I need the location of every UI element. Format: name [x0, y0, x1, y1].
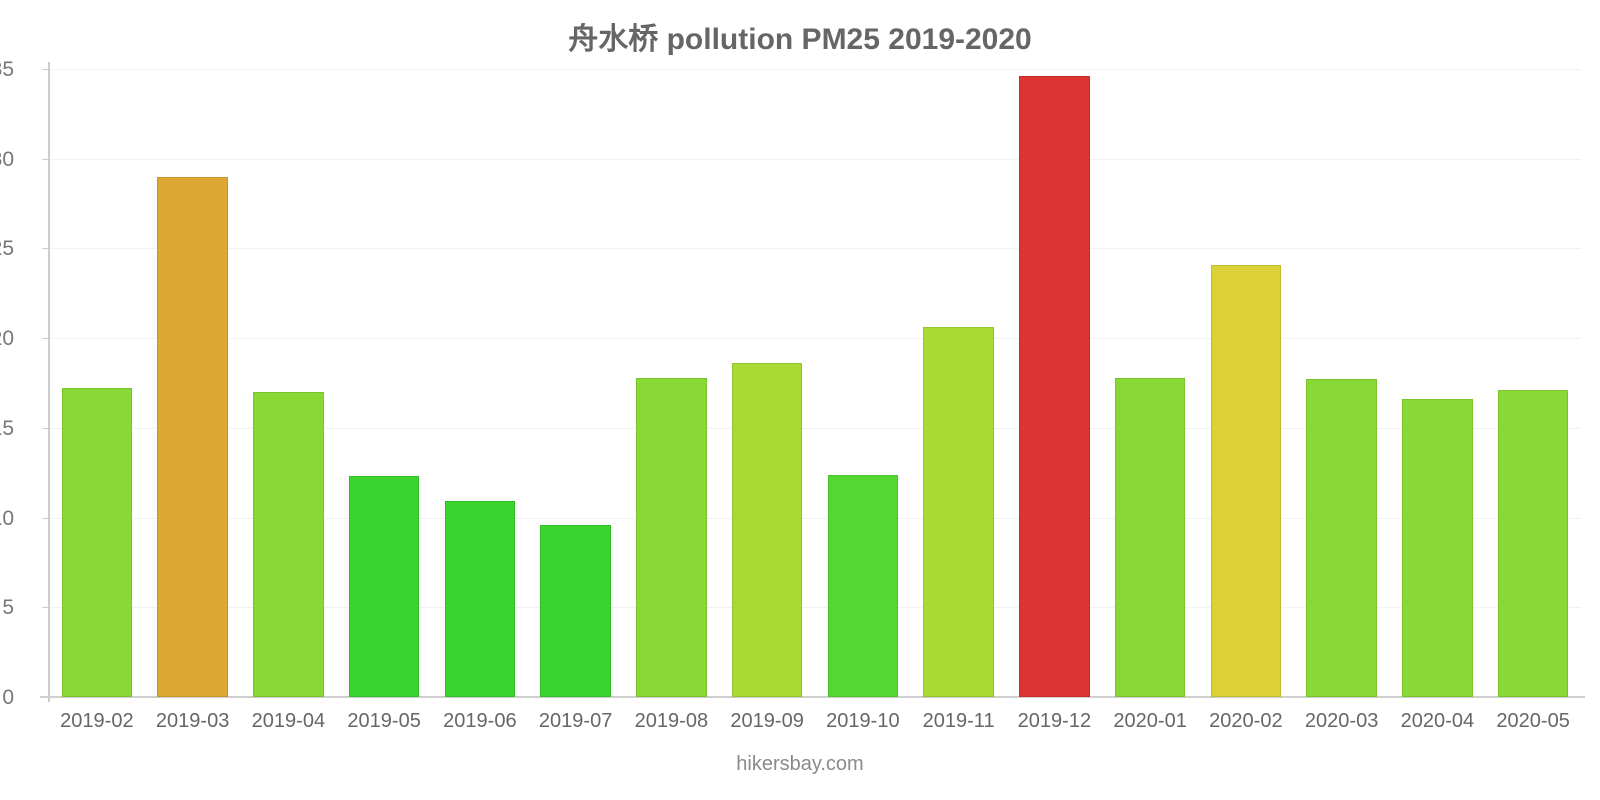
y-tick-label: 25 [0, 237, 14, 261]
bar-2019-09[interactable] [731, 363, 803, 697]
y-gridline [49, 427, 1581, 429]
bar-2019-02[interactable] [61, 388, 133, 697]
y-gridline [49, 69, 1581, 70]
y-tick-mark [42, 158, 49, 160]
y-gridline [49, 248, 1581, 250]
bar-2019-05[interactable] [348, 476, 420, 697]
y-tick-mark [42, 427, 49, 429]
bar-2019-12[interactable] [1019, 76, 1090, 697]
x-tick-label: 2020-04 [1400, 710, 1475, 732]
bar-2020-04[interactable] [1402, 399, 1473, 697]
x-tick-label: 2019-10 [826, 710, 900, 732]
y-gridline [49, 607, 1581, 609]
y-tick-mark [42, 338, 49, 340]
chart-title: 舟水桥 pollution PM25 2019-2020 [568, 23, 1032, 56]
y-tick-label: 10 [0, 506, 14, 530]
y-tick-mark [42, 248, 49, 250]
x-tick-label: 2019-03 [155, 710, 230, 732]
x-tick-label: 2019-09 [730, 710, 804, 732]
bar-2019-08[interactable] [636, 377, 707, 697]
bar-2019-04[interactable] [253, 391, 324, 697]
bar-2019-11[interactable] [923, 327, 994, 697]
bar-2020-03[interactable] [1306, 379, 1377, 697]
y-gridline [49, 158, 1581, 160]
x-tick-label: 2019-06 [443, 710, 517, 732]
bar-2020-01[interactable] [1114, 377, 1186, 697]
bar-2019-07[interactable] [540, 524, 611, 697]
x-tick-label: 2020-05 [1496, 710, 1570, 732]
x-tick-label: 2020-02 [1209, 710, 1283, 732]
x-tick-label: 2019-12 [1017, 710, 1092, 732]
y-gridline [49, 517, 1581, 519]
x-tick-label: 2019-04 [251, 710, 326, 732]
y-tick-mark [42, 697, 49, 698]
watermark-label: hikersbay.com [736, 753, 864, 775]
x-tick-label: 2019-05 [347, 710, 421, 732]
x-tick-label: 2020-01 [1113, 710, 1187, 732]
bar-2019-06[interactable] [444, 501, 516, 697]
y-gridline [49, 338, 1581, 340]
y-tick-label: 30 [0, 147, 14, 171]
y-tick-mark [42, 517, 49, 519]
x-tick-label: 2019-08 [634, 710, 709, 732]
y-tick-label: 5 [2, 596, 14, 620]
y-tick-label: 20 [0, 327, 14, 351]
bars-layer [49, 69, 1581, 697]
x-tick-label: 2019-11 [922, 710, 995, 732]
y-axis-line [48, 62, 50, 702]
bar-2020-02[interactable] [1210, 264, 1282, 697]
y-tick-mark [42, 69, 49, 70]
x-axis-line [40, 696, 1585, 698]
x-tick-label: 2019-07 [538, 710, 613, 732]
bar-2019-03[interactable] [157, 176, 228, 697]
bar-2019-10[interactable] [827, 474, 899, 697]
y-tick-label: 15 [0, 416, 14, 440]
x-tick-label: 2020-03 [1304, 710, 1379, 732]
y-tick-label: 0 [2, 686, 14, 709]
bar-2020-05[interactable] [1497, 390, 1569, 697]
y-tick-label: 35 [0, 58, 14, 81]
y-tick-mark [42, 607, 49, 609]
x-tick-label: 2019-02 [60, 710, 134, 732]
